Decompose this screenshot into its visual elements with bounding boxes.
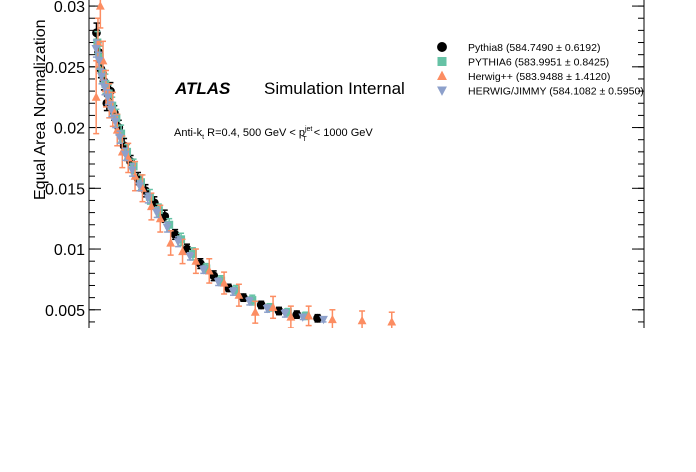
data-point — [274, 306, 284, 316]
data-point — [115, 133, 125, 143]
data-point — [262, 304, 272, 314]
data-point — [129, 162, 138, 171]
data-point — [173, 238, 183, 247]
data-point — [135, 182, 144, 191]
data-point — [103, 93, 113, 102]
data-point — [268, 302, 278, 311]
data-point — [286, 312, 296, 321]
data-point — [228, 287, 238, 297]
y-tick-label: 0.02 — [54, 121, 85, 138]
selection-label-p-sub: T — [302, 136, 307, 143]
data-point — [136, 178, 145, 187]
data-point — [213, 278, 223, 287]
experiment-label: ATLAS — [174, 79, 231, 98]
data-point — [185, 252, 195, 262]
data-point — [94, 57, 104, 66]
data-point — [127, 166, 137, 175]
data-point — [166, 238, 176, 247]
data-point — [92, 28, 101, 38]
y-tick-label: 0.015 — [45, 181, 85, 198]
legend-entry: HERWIG/JIMMY (584.1082 ± 0.5950) — [468, 86, 644, 98]
selection-label-p-sup: jet — [304, 126, 312, 133]
data-point — [143, 194, 153, 203]
data-point — [298, 313, 308, 322]
series-square — [93, 30, 310, 321]
selection-label-main-sub: t — [202, 134, 204, 141]
data-point — [100, 83, 109, 93]
data-point — [112, 113, 121, 122]
data-point — [162, 223, 172, 232]
legend: Pythia8 (584.7490 ± 0.6192) PYTHIA6 (583.… — [437, 42, 644, 98]
data-point — [328, 314, 337, 324]
legend-marker — [437, 86, 447, 96]
y-axis-label: Equal Area Normalization — [32, 19, 49, 200]
data-point — [250, 307, 260, 316]
data-point — [198, 266, 208, 275]
selection-label: Anti-kt R=0.4, 500 GeV < pjet T < 1000 Ge… — [174, 126, 373, 143]
data-point — [138, 183, 147, 192]
legend-marker — [437, 57, 447, 66]
selection-label-mid: R=0.4, 500 GeV < p — [204, 127, 305, 139]
data-point — [97, 72, 106, 82]
data-point — [304, 311, 314, 320]
y-tick-label: 0.005 — [45, 303, 85, 320]
data-point — [204, 266, 214, 275]
series-layer — [91, 0, 397, 328]
y-tick-label: 0.01 — [54, 242, 85, 259]
data-point — [280, 309, 290, 319]
data-point — [178, 246, 187, 256]
data-point — [123, 153, 133, 162]
y-tick-label: 0.03 — [54, 0, 85, 16]
data-point — [120, 150, 130, 160]
y-axis: 0.005 0.01 0.015 0.02 0.025 0.03 — [45, 0, 644, 323]
data-point — [155, 213, 165, 223]
data-point — [244, 297, 254, 307]
data-point — [117, 129, 126, 138]
data-point — [106, 105, 116, 115]
data-point — [387, 317, 397, 326]
legend-entry: Pythia8 (584.7490 ± 0.6192) — [468, 42, 600, 54]
data-point — [91, 44, 101, 54]
data-point — [219, 278, 229, 287]
data-point — [152, 208, 162, 218]
data-point — [191, 256, 201, 265]
selection-label-main: Anti-k — [174, 127, 203, 139]
experiment-status: Simulation Internal — [264, 79, 405, 98]
selection-label-tail: < 1000 GeV — [311, 127, 374, 139]
data-point — [110, 117, 120, 127]
legend-entry: PYTHIA6 (583.9951 ± 0.8425) — [468, 57, 609, 69]
data-point — [357, 315, 367, 325]
legend-marker — [437, 42, 447, 52]
data-point — [319, 315, 328, 325]
data-point — [234, 290, 244, 299]
data-point — [292, 310, 302, 320]
data-point — [95, 1, 105, 10]
data-point — [256, 300, 266, 310]
data-point — [146, 201, 156, 211]
y-tick-label: 0.025 — [45, 60, 85, 77]
legend-marker — [437, 70, 447, 81]
legend-entry: Herwig++ (583.9488 ± 1.4120) — [468, 71, 610, 83]
data-point — [91, 92, 101, 101]
series-triangle-down — [91, 39, 328, 325]
